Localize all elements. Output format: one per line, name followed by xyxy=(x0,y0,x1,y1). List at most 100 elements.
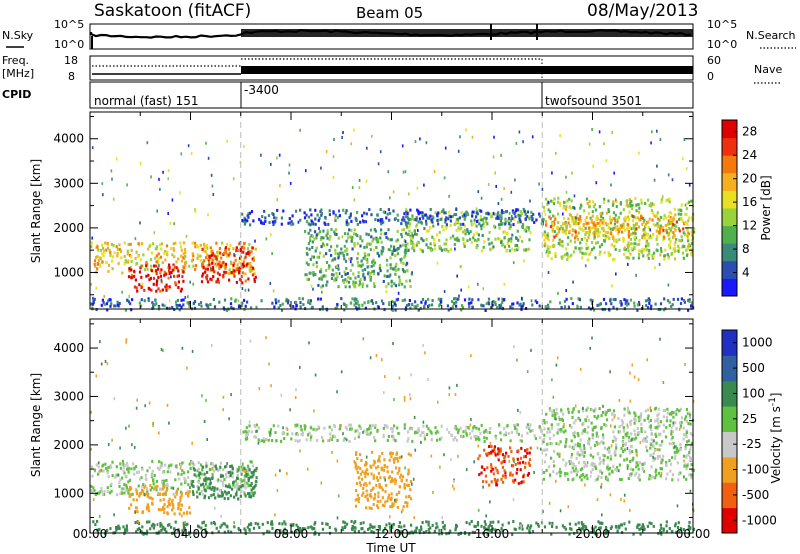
data-cell xyxy=(379,269,382,273)
data-cell xyxy=(281,522,284,526)
data-cell xyxy=(311,526,314,530)
data-cell xyxy=(123,487,126,491)
data-cell-sparse xyxy=(312,273,315,277)
data-cell xyxy=(417,241,420,245)
data-cell xyxy=(485,452,488,456)
data-cell xyxy=(244,255,247,259)
data-cell xyxy=(156,245,159,249)
data-cell xyxy=(361,477,364,481)
data-cell xyxy=(305,246,308,250)
data-cell xyxy=(559,440,562,444)
data-cell xyxy=(166,523,170,527)
data-cell xyxy=(436,214,439,218)
data-cell xyxy=(168,269,171,273)
data-cell xyxy=(314,222,317,226)
data-cell xyxy=(457,220,460,224)
data-cell-sparse xyxy=(297,220,300,224)
data-cell-sparse xyxy=(288,163,291,167)
data-cell xyxy=(679,407,683,411)
data-cell xyxy=(642,220,645,224)
data-cell xyxy=(153,474,156,477)
data-cell-sparse xyxy=(141,282,144,286)
data-cell xyxy=(671,435,674,439)
data-cell xyxy=(141,467,144,471)
data-cell xyxy=(291,214,294,218)
data-cell xyxy=(373,436,376,440)
data-cell-sparse xyxy=(500,153,502,157)
data-cell xyxy=(148,509,151,513)
data-cell xyxy=(389,427,392,430)
data-cell xyxy=(602,226,605,230)
data-cell xyxy=(530,210,533,214)
data-cell xyxy=(503,456,506,460)
data-cell xyxy=(604,410,607,414)
data-cell xyxy=(353,297,357,301)
data-cell xyxy=(326,522,329,526)
data-cell xyxy=(648,474,651,477)
data-cell xyxy=(679,443,682,446)
data-cell-sparse xyxy=(392,190,395,194)
data-cell xyxy=(413,249,416,253)
data-cell xyxy=(98,527,101,531)
data-cell xyxy=(574,522,577,526)
data-cell xyxy=(393,268,396,272)
data-cell xyxy=(337,267,340,271)
data-cell xyxy=(642,462,645,466)
data-cell xyxy=(672,446,675,450)
data-cell xyxy=(646,306,650,309)
data-cell xyxy=(685,440,689,444)
data-cell xyxy=(250,430,253,434)
data-cell xyxy=(130,255,133,259)
data-cell-sparse xyxy=(555,151,557,155)
data-cell xyxy=(455,524,458,528)
data-cell xyxy=(463,217,466,221)
data-cell xyxy=(687,439,690,443)
data-cell xyxy=(490,241,493,245)
data-cell xyxy=(210,254,213,257)
data-cell-sparse xyxy=(385,284,387,288)
data-cell xyxy=(509,219,512,223)
data-cell xyxy=(656,425,659,429)
colorbar-tick-label: 8 xyxy=(742,242,750,256)
data-cell xyxy=(218,467,221,471)
data-cell xyxy=(591,468,594,472)
data-cell xyxy=(598,462,601,466)
data-cell xyxy=(376,237,379,241)
data-cell xyxy=(601,226,604,230)
data-cell xyxy=(556,232,559,236)
data-cell xyxy=(389,256,392,260)
data-cell-sparse xyxy=(671,178,674,182)
data-cell-sparse xyxy=(341,136,343,139)
data-cell xyxy=(499,438,503,442)
data-cell xyxy=(238,487,241,491)
data-cell xyxy=(624,432,627,436)
data-cell xyxy=(207,305,210,309)
data-cell xyxy=(442,525,445,529)
data-cell xyxy=(246,219,249,223)
data-cell xyxy=(683,464,686,468)
data-cell xyxy=(391,452,394,455)
data-cell xyxy=(149,527,152,531)
data-cell xyxy=(600,476,603,480)
data-cell xyxy=(623,458,626,462)
data-cell xyxy=(565,437,568,441)
data-cell xyxy=(305,213,308,217)
data-cell xyxy=(333,232,337,236)
data-cell xyxy=(604,236,607,240)
data-cell xyxy=(603,423,606,426)
data-cell xyxy=(454,297,457,300)
data-cell xyxy=(662,235,666,239)
data-cell xyxy=(543,421,546,425)
data-cell xyxy=(335,272,338,275)
data-cell xyxy=(269,428,272,432)
data-cell xyxy=(656,242,659,246)
data-cell xyxy=(592,225,595,229)
data-cell xyxy=(199,254,202,258)
data-cell xyxy=(680,235,683,239)
data-cell xyxy=(404,243,407,247)
data-cell xyxy=(348,228,351,232)
data-cell xyxy=(654,476,657,480)
data-cell xyxy=(100,487,103,490)
data-cell xyxy=(644,230,647,234)
data-cell xyxy=(635,436,638,440)
